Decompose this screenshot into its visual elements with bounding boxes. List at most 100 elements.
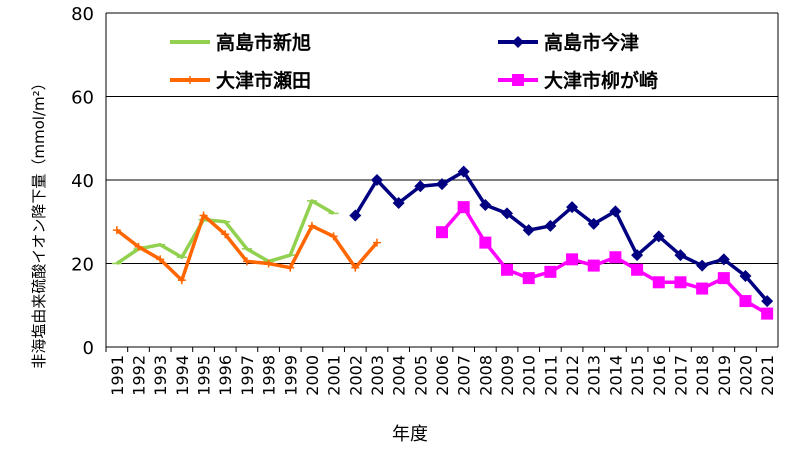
x-tick-label: 2004 xyxy=(390,355,409,396)
x-tick-label: 2008 xyxy=(476,355,495,396)
y-tick-label: 60 xyxy=(71,88,94,109)
x-tick-label: 2020 xyxy=(736,355,755,396)
data-point xyxy=(522,224,535,237)
y-tick-label: 40 xyxy=(71,171,94,192)
x-tick-label: 2018 xyxy=(693,355,712,396)
legend-label: 大津市柳が崎 xyxy=(544,69,658,92)
data-point xyxy=(349,209,362,222)
data-point xyxy=(351,263,360,272)
legend-item: 高島市今津 xyxy=(498,31,639,54)
x-tick-label: 1998 xyxy=(260,355,279,396)
x-tick-label: 2010 xyxy=(520,355,539,396)
data-point xyxy=(674,276,687,289)
x-tick-label: 1991 xyxy=(108,355,127,396)
data-point xyxy=(414,180,427,193)
data-point xyxy=(566,253,579,266)
x-tick-label: 2009 xyxy=(498,355,517,396)
x-tick-label: 2013 xyxy=(585,355,604,396)
series-4 xyxy=(436,201,774,320)
x-tick-label: 2014 xyxy=(606,355,625,396)
data-point xyxy=(436,226,448,239)
data-point xyxy=(587,217,600,230)
data-point xyxy=(221,230,230,239)
data-point xyxy=(457,201,470,214)
x-tick-label: 1999 xyxy=(281,355,300,396)
legend-item: 大津市瀬田 xyxy=(170,69,311,92)
series-3 xyxy=(349,165,774,308)
x-tick-label: 2007 xyxy=(455,355,474,396)
data-point xyxy=(501,263,514,276)
data-point xyxy=(761,295,774,308)
data-point xyxy=(112,226,121,235)
x-tick-label: 2021 xyxy=(758,355,777,396)
data-point xyxy=(372,238,381,247)
data-point xyxy=(717,272,730,285)
data-point xyxy=(522,272,535,285)
data-point xyxy=(307,221,316,230)
x-tick-labels: 1991 1992 1993 1994 1995 1996 1997 1998 1999 2000… xyxy=(108,355,777,396)
data-point xyxy=(652,230,665,243)
data-point xyxy=(199,211,208,220)
legend-label: 高島市今津 xyxy=(544,31,639,54)
legend-marker xyxy=(512,36,524,48)
data-point xyxy=(631,249,644,262)
data-point xyxy=(370,174,383,186)
x-tick-label: 1992 xyxy=(130,355,149,396)
data-point xyxy=(652,276,665,289)
data-point xyxy=(436,178,448,191)
y-axis-title: 非海塩由来硫酸イオン降下量（mmol/m²） xyxy=(30,75,48,368)
x-tick-label: 2002 xyxy=(346,355,365,396)
x-axis-title: 年度 xyxy=(392,424,428,445)
data-point xyxy=(609,251,622,264)
data-point xyxy=(329,232,338,241)
x-tick-label: 1994 xyxy=(173,355,192,396)
legend-label: 大津市瀬田 xyxy=(216,69,311,92)
x-tick-label: 2001 xyxy=(325,355,344,396)
legend-marker xyxy=(512,74,524,86)
data-point xyxy=(479,199,492,212)
x-tick-label: 2017 xyxy=(671,355,690,396)
x-tick-label: 2005 xyxy=(411,355,430,396)
x-tick-label: 2012 xyxy=(563,355,582,396)
y-tick-label: 80 xyxy=(71,4,94,25)
x-tick-label: 1996 xyxy=(216,355,235,396)
data-point xyxy=(717,253,730,266)
gridlines xyxy=(106,12,778,264)
data-point xyxy=(544,219,557,232)
data-point xyxy=(739,295,752,308)
data-point xyxy=(242,257,251,266)
data-point xyxy=(156,255,165,264)
x-tick-label: 2019 xyxy=(715,355,734,396)
data-point xyxy=(479,236,492,249)
data-point xyxy=(544,265,557,278)
data-point xyxy=(587,259,600,272)
series xyxy=(111,165,774,320)
x-tick-label: 2003 xyxy=(368,355,387,396)
legend-item: 高島市新旭 xyxy=(170,31,311,54)
series-line xyxy=(440,205,769,316)
y-tick-label: 20 xyxy=(71,255,94,276)
data-point xyxy=(392,196,405,209)
data-point xyxy=(134,242,143,251)
axes xyxy=(105,12,779,352)
legend-marker xyxy=(186,76,194,84)
data-point xyxy=(631,263,644,276)
data-point xyxy=(501,207,514,220)
series-line xyxy=(353,169,769,303)
y-tick-labels: 0 20 40 60 80 xyxy=(71,4,94,359)
data-point xyxy=(696,259,709,272)
legend-item: 大津市柳が崎 xyxy=(498,69,658,92)
data-point xyxy=(739,270,752,283)
data-point xyxy=(609,205,622,218)
data-point xyxy=(566,201,579,214)
data-point xyxy=(264,259,273,268)
data-point xyxy=(696,282,709,295)
data-point xyxy=(286,263,295,272)
x-tick-label: 2011 xyxy=(541,355,560,396)
data-point xyxy=(177,276,186,285)
data-point xyxy=(674,249,687,262)
x-tick-label: 1997 xyxy=(238,355,257,396)
y-tick-label: 0 xyxy=(83,338,94,359)
